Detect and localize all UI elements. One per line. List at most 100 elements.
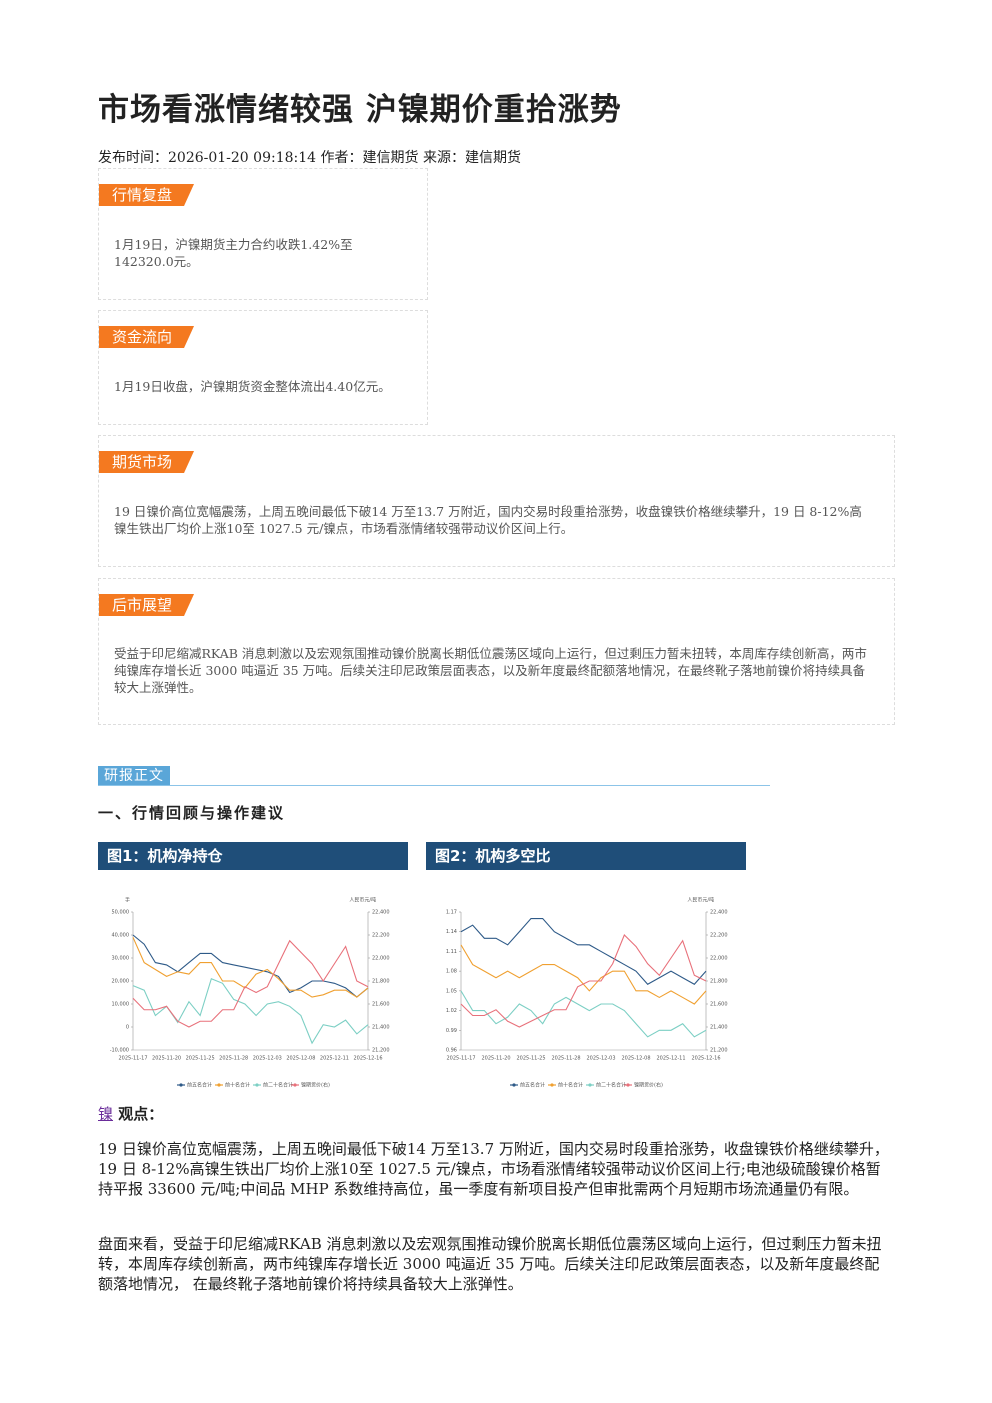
- series-line: [132, 937, 369, 998]
- legend-marker: [512, 1083, 516, 1087]
- viewpoint-label: 观点：: [118, 1105, 164, 1123]
- y2-tick-label: 22,400: [372, 910, 390, 916]
- y2-tick-label: 21,200: [710, 1048, 728, 1054]
- y-tick-label: 0: [126, 1025, 129, 1031]
- chart: 图2：机构多空比 人民币元/吨 0.96 0.99 1.02 1.05 1.08 1.11 1…: [426, 842, 746, 1099]
- series-line: [132, 977, 369, 1045]
- section-box: 期货市场 19 日镍价高位宽幅震荡，上周五晚间最低下破14 万至13.7 万附近…: [98, 435, 895, 567]
- section-body: 19 日镍价高位宽幅震荡，上周五晚间最低下破14 万至13.7 万附近，国内交易…: [114, 504, 862, 536]
- legend-label: 前十名合计: [558, 1082, 583, 1089]
- y2-tick-label: 21,600: [710, 1002, 728, 1008]
- series-line: [460, 934, 707, 1028]
- x-tick-label: 2025-11-17: [118, 1056, 147, 1062]
- y2-tick-label: 22,400: [710, 910, 728, 916]
- y2-tick-label: 22,000: [372, 956, 390, 962]
- keyword[interactable]: 镍: [98, 1105, 114, 1123]
- series-line: [460, 944, 707, 1005]
- series-line: [460, 918, 707, 985]
- x-tick-label: 2025-12-08: [621, 1056, 650, 1062]
- x-tick-label: 2025-11-25: [516, 1056, 545, 1062]
- y2-tick-label: 21,200: [372, 1048, 390, 1054]
- y-axis-title: 手: [125, 897, 130, 904]
- x-tick-label: 2025-12-16: [691, 1056, 720, 1062]
- x-tick-label: 2025-12-08: [286, 1056, 315, 1062]
- y2-tick-label: 21,800: [372, 979, 390, 985]
- section-label: 期货市场: [99, 451, 194, 473]
- x-tick-label: 2025-11-28: [219, 1056, 248, 1062]
- x-tick-label: 2025-12-16: [353, 1056, 382, 1062]
- x-tick-label: 2025-11-20: [152, 1056, 181, 1062]
- y2-tick-label: 21,400: [372, 1025, 390, 1031]
- section-label: 后市展望: [99, 594, 194, 616]
- section-body: 受益于印尼缩减RKAB 消息刺激以及宏观氛围推动镍价脱离长期低位震荡区域向上运行…: [114, 646, 867, 695]
- section-label: 行情复盘: [99, 184, 194, 206]
- section-body: 1月19日收盘，沪镍期货资金整体流出4.40亿元。: [114, 379, 391, 394]
- legend-marker: [179, 1083, 183, 1087]
- y-tick-label: 1.17: [446, 910, 457, 916]
- section-box: 资金流向 1月19日收盘，沪镍期货资金整体流出4.40亿元。: [98, 310, 428, 425]
- y-tick-label: 1.08: [446, 969, 457, 975]
- legend-label: 镍期货价(右): [634, 1082, 663, 1089]
- legend-label: 前十名合计: [225, 1082, 250, 1089]
- legend-label: 前二十名合计: [596, 1082, 626, 1089]
- legend-marker: [293, 1083, 297, 1087]
- legend-marker: [217, 1083, 221, 1087]
- y-tick-label: 1.05: [446, 988, 457, 994]
- legend-label: 前五名合计: [187, 1082, 212, 1089]
- legend-marker: [255, 1083, 259, 1087]
- y-tick-label: 1.02: [446, 1008, 457, 1014]
- article-title: 市场看涨情绪较强 沪镍期价重拾涨势: [98, 92, 622, 128]
- report-heading: 一、行情回顾与操作建议: [98, 804, 286, 822]
- legend-marker: [626, 1083, 630, 1087]
- chart-title: 图2：机构多空比: [426, 842, 746, 870]
- legend-label: 前五名合计: [520, 1082, 545, 1089]
- paragraph: 19 日镍价高位宽幅震荡，上周五晚间最低下破14 万至13.7 万附近，国内交易…: [98, 1140, 889, 1198]
- section-body: 1月19日，沪镍期货主力合约收跌1.42%至142320.0元。: [114, 237, 353, 269]
- viewpoint: 镍 观点：: [98, 1103, 163, 1124]
- y2-tick-label: 22,200: [710, 933, 728, 939]
- section-label: 资金流向: [99, 326, 194, 348]
- y-tick-label: 30,000: [112, 956, 130, 962]
- y-tick-label: 1.11: [446, 949, 457, 955]
- y2-tick-label: 22,000: [710, 956, 728, 962]
- y2-tick-label: 21,800: [710, 979, 728, 985]
- y2-axis-title: 人民币元/吨: [687, 897, 714, 904]
- legend-marker: [588, 1083, 592, 1087]
- y-tick-label: 0.99: [446, 1028, 457, 1034]
- series-line: [132, 934, 369, 998]
- y2-tick-label: 22,200: [372, 933, 390, 939]
- series-line: [132, 939, 369, 1028]
- y-tick-label: 1.14: [446, 929, 457, 935]
- y-tick-label: -10,000: [110, 1048, 129, 1054]
- article-meta: 发布时间：2026-01-20 09:18:14 作者：建信期货 来源：建信期货: [98, 150, 521, 166]
- chart-plot: 人民币元/吨 0.96 0.99 1.02 1.05 1.08 1.11 1.14 1.17 21…: [446, 897, 728, 1089]
- x-tick-label: 2025-12-11: [656, 1056, 685, 1062]
- x-tick-label: 2025-11-20: [481, 1056, 510, 1062]
- y-tick-label: 50,000: [112, 910, 130, 916]
- y2-tick-label: 21,600: [372, 1002, 390, 1008]
- x-tick-label: 2025-12-03: [586, 1056, 615, 1062]
- y-tick-label: 10,000: [112, 1002, 130, 1008]
- legend-label: 前二十名合计: [263, 1082, 293, 1089]
- report-label: 研报正文: [98, 766, 170, 786]
- chart-title: 图1：机构净持仓: [98, 842, 408, 870]
- y2-axis-title: 人民币元/吨: [349, 897, 376, 904]
- section-box: 行情复盘 1月19日，沪镍期货主力合约收跌1.42%至142320.0元。: [98, 168, 428, 300]
- section-box: 后市展望 受益于印尼缩减RKAB 消息刺激以及宏观氛围推动镍价脱离长期低位震荡区…: [98, 578, 895, 725]
- chart-plot: 手 人民币元/吨 -10,000 0 10,000 20,000 30,000 40,000 5…: [110, 897, 390, 1089]
- y-tick-label: 0.96: [446, 1048, 457, 1054]
- y-tick-label: 40,000: [112, 933, 130, 939]
- x-tick-label: 2025-11-17: [446, 1056, 475, 1062]
- x-tick-label: 2025-12-03: [253, 1056, 282, 1062]
- x-tick-label: 2025-12-11: [320, 1056, 349, 1062]
- chart: 图1：机构净持仓 手 人民币元/吨 -10,000 0 10,000 20,000 30,0…: [98, 842, 408, 1099]
- paragraph: 盘面来看，受益于印尼缩减RKAB 消息刺激以及宏观氛围推动镍价脱离长期低位震荡区…: [98, 1235, 882, 1293]
- legend-label: 镍期货价(右): [301, 1082, 330, 1089]
- divider: [98, 785, 770, 786]
- series-line: [460, 990, 707, 1038]
- x-tick-label: 2025-11-25: [186, 1056, 215, 1062]
- y-tick-label: 20,000: [112, 979, 130, 985]
- y2-tick-label: 21,400: [710, 1025, 728, 1031]
- x-tick-label: 2025-11-28: [551, 1056, 580, 1062]
